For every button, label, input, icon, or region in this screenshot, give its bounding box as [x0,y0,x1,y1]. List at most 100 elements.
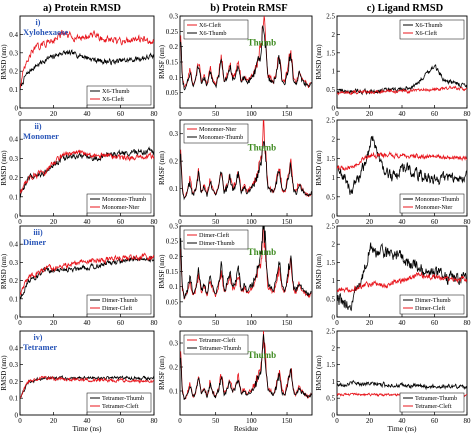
x-tick-label: 80 [151,417,159,425]
panel-b-iv: 0.1 0.2 0.3 0 50 100 150 RMSF (nm) Residue Tetram… [158,330,313,433]
y-axis-label: RMSF (nm) [158,150,166,185]
legend-entry: Tetramer-Thumb [102,395,144,402]
row-label-number: iii) [33,228,43,237]
y-tick-label: 0.2 [169,158,178,166]
x-tick-label: 100 [246,417,257,425]
panel-a-iv: 0 0.1 0.2 0.3 0.4 0 20 40 60 80 RMSD (nm) Time (ns)… [0,330,159,433]
y-tick-label: 0.15 [166,268,179,276]
y-tick-label: 1.5 [326,361,335,369]
legend-entry: Monomer-Nter [415,204,452,211]
x-tick-label: 0 [178,110,182,118]
y-tick-label: 2.5 [326,328,335,336]
y-tick-label: 0.2 [169,253,178,261]
y-tick-label: 0.2 [9,277,18,285]
x-tick-label: 0 [335,218,339,226]
y-axis-label: RMSD (nm) [315,253,323,289]
x-tick-label: 150 [282,218,293,226]
legend-box [399,392,465,413]
y-tick-label: 0.1 [9,86,18,94]
x-tick-label: 60 [117,417,125,425]
x-tick-label: 100 [246,319,257,327]
y-tick-label: 0.1 [169,388,178,396]
y-tick-label: 0.3 [9,155,18,163]
x-tick-label: 0 [18,319,22,327]
column-heading-c: c) Ligand RMSD [367,3,444,14]
y-tick-label: 0.3 [169,340,178,348]
y-tick-label: 1 [332,378,336,386]
x-tick-label: 100 [246,218,257,226]
panel-c-iii: 0 0.5 1 1.5 2 2.5 0 20 40 60 80 RMSD (nm) Dimer-Thum… [315,223,471,328]
panel-b-iii: 0.05 0.1 0.15 0.2 0.25 0.3 0 50 100 150 RMSF (nm) D… [158,223,313,327]
legend-entry: X6-Cleft [102,96,124,103]
x-tick-label: 50 [212,110,220,118]
y-tick-label: 2 [332,31,336,39]
legend-box [86,294,152,315]
x-tick-label: 80 [151,218,159,226]
legend-entry: Dimer-Cleft [415,305,445,312]
x-tick-label: 60 [431,417,439,425]
x-tick-label: 60 [117,110,125,118]
y-tick-label: 0.2 [9,68,18,76]
y-tick-label: 0.1 [9,193,18,201]
legend-entry: Dimer-Thumb [102,297,138,304]
series-line-tetramer-thumb [20,375,154,399]
series-line-monomer-thumb [20,146,154,198]
x-tick-label: 150 [282,110,293,118]
x-tick-label: 40 [84,110,92,118]
legend-box [399,193,465,214]
series-line-monomer-nter [20,149,154,194]
series-line-x6-thumb [180,25,312,91]
y-tick-label: 0.4 [9,344,18,352]
y-tick-label: 2 [332,241,336,249]
series-line-x6-thumb [20,49,154,91]
x-axis-label: Time (ns) [72,424,102,433]
y-tick-label: 0.5 [326,193,335,201]
legend-entry: Dimer-Thumb [415,297,451,304]
y-tick-label: 0 [15,105,19,113]
y-tick-label: 0.4 [9,136,18,144]
y-tick-label: 2 [332,136,336,144]
legend-entry: Dimer-Cleft [102,305,132,312]
x-tick-label: 0 [178,218,182,226]
legend-box [183,334,249,355]
x-tick-label: 40 [399,417,407,425]
thumb-annotation: Thumb [248,37,277,47]
y-axis-label: RMSD (nm) [0,150,8,186]
y-tick-label: 0.3 [169,13,178,21]
row-label-name: Tetramer [23,342,57,352]
y-axis-label: RMSD (nm) [0,355,8,391]
row-label-number: ii) [34,122,41,131]
x-tick-label: 0 [178,319,182,327]
y-tick-label: 0.1 [169,283,178,291]
panel-b-i: 0.05 0.1 0.15 0.2 0.25 0.3 0 50 100 150 RMSF (nm) X… [158,13,313,118]
y-tick-label: 0 [332,314,336,322]
y-tick-label: 0.1 [169,185,178,193]
series-line-monomer-thumb [180,140,312,201]
y-tick-label: 1.5 [326,155,335,163]
x-tick-label: 20 [366,218,374,226]
legend-entry: X6-Thumb [199,30,227,37]
legend-entry: X6-Cleft [199,22,221,29]
panel-c-ii: 0 0.5 1 1.5 2 2.5 0 20 40 60 80 RMSD (nm) Monomer-Th… [315,117,471,227]
x-tick-label: 0 [335,417,339,425]
legend-entry: Dimer-Cleft [199,232,229,239]
legend-entry: Tetramer-Cleft [102,403,139,410]
series-line-tetramer-thumb [337,379,467,391]
y-tick-label: 0.2 [169,43,178,51]
y-tick-label: 1 [332,174,336,182]
x-tick-label: 0 [178,417,182,425]
row-label-name: Monomer [23,131,59,141]
legend-box [183,229,249,250]
x-tick-label: 80 [464,218,472,226]
x-tick-label: 80 [151,110,159,118]
y-tick-label: 0 [332,412,336,420]
y-tick-label: 0 [332,105,336,113]
legend-box [183,123,249,144]
x-tick-label: 0 [18,218,22,226]
y-tick-label: 0.5 [326,295,335,303]
legend-entry: Tetramer-Thumb [199,345,241,352]
y-axis-label: RMSF (nm) [158,355,166,390]
x-tick-label: 150 [282,319,293,327]
y-tick-label: 0.3 [9,49,18,57]
